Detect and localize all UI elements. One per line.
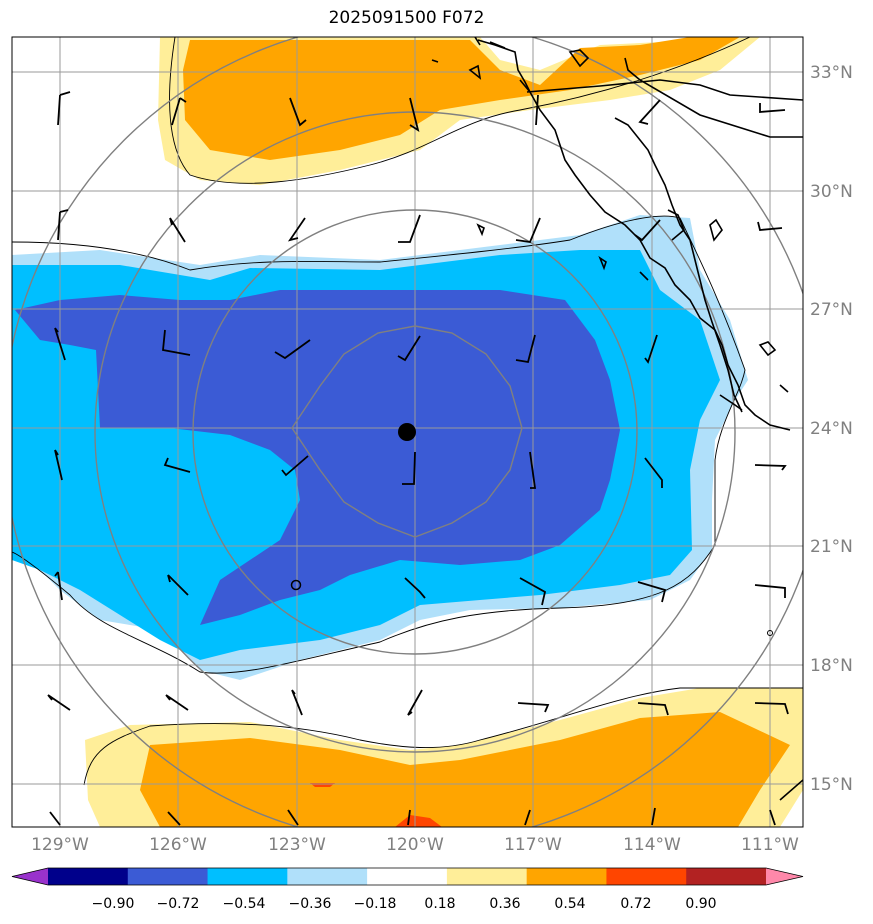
colorbar-tick-label: −0.72 [157, 896, 200, 912]
colorbar-tick-label: 0.90 [685, 896, 716, 912]
colorbar-extend-low [12, 868, 48, 885]
south-pos-redorange-1 [395, 815, 442, 827]
longitude-labels: 129°W 126°W 123°W 120°W 117°W 114°W 111°… [31, 835, 799, 855]
colorbar-tick-label: 0.72 [620, 896, 651, 912]
map-title: 2025091500 F072 [328, 8, 485, 28]
island-marker [767, 630, 773, 636]
lat-label: 24°N [810, 419, 853, 439]
lon-label: 120°W [386, 835, 444, 855]
colorbar [11, 867, 804, 886]
colorbar-labels: −0.90 −0.72 −0.54 −0.36 −0.18 0.18 0.36 … [92, 896, 717, 912]
lat-label: 27°N [810, 300, 853, 320]
colorbar-tick-label: 0.36 [489, 896, 520, 912]
south-pos-orange [140, 712, 790, 827]
colorbar-segment [606, 868, 687, 885]
colorbar-segment [287, 868, 368, 885]
storm-center-marker [398, 423, 416, 441]
lat-label: 18°N [810, 656, 853, 676]
lat-label: 21°N [810, 537, 853, 557]
colorbar-tick-label: 0.18 [424, 896, 455, 912]
map-layers [12, 37, 803, 827]
lon-label: 129°W [31, 835, 89, 855]
range-rings [12, 37, 803, 827]
south-anomaly-deepblue [15, 290, 620, 625]
colorbar-tick-label: 0.54 [554, 896, 585, 912]
colorbar-tick-label: −0.90 [92, 896, 135, 912]
colorbar-outline [11, 867, 804, 886]
lon-label: 126°W [149, 835, 207, 855]
latitude-labels: 33°N 30°N 27°N 24°N 21°N 18°N 15°N [810, 63, 853, 795]
lat-label: 33°N [810, 63, 853, 83]
map-frame [11, 36, 804, 828]
coastline [431, 37, 803, 801]
colorbar-segment [446, 868, 528, 885]
colorbar-tick-label: −0.36 [289, 896, 332, 912]
graticule [12, 37, 803, 827]
colorbar-segment [48, 868, 129, 885]
colorbar-segment [127, 868, 209, 885]
north-anomaly-orange [183, 37, 740, 160]
lon-label: 123°W [268, 835, 326, 855]
wind-barbs [47, 91, 789, 826]
lon-label: 114°W [623, 835, 681, 855]
colorbar-segment [367, 868, 448, 885]
lat-label: 15°N [810, 775, 853, 795]
colorbar-extend-high [766, 868, 803, 885]
lat-label: 30°N [810, 182, 853, 202]
lon-label: 117°W [504, 835, 562, 855]
track-point-marker [290, 579, 302, 591]
colorbar-segment [526, 868, 607, 885]
lon-label: 111°W [741, 835, 799, 855]
colorbar-segment [686, 868, 767, 885]
colorbar-tick-label: −0.18 [354, 896, 397, 912]
colorbar-tick-label: −0.54 [223, 896, 266, 912]
colorbar-segment [207, 868, 288, 885]
